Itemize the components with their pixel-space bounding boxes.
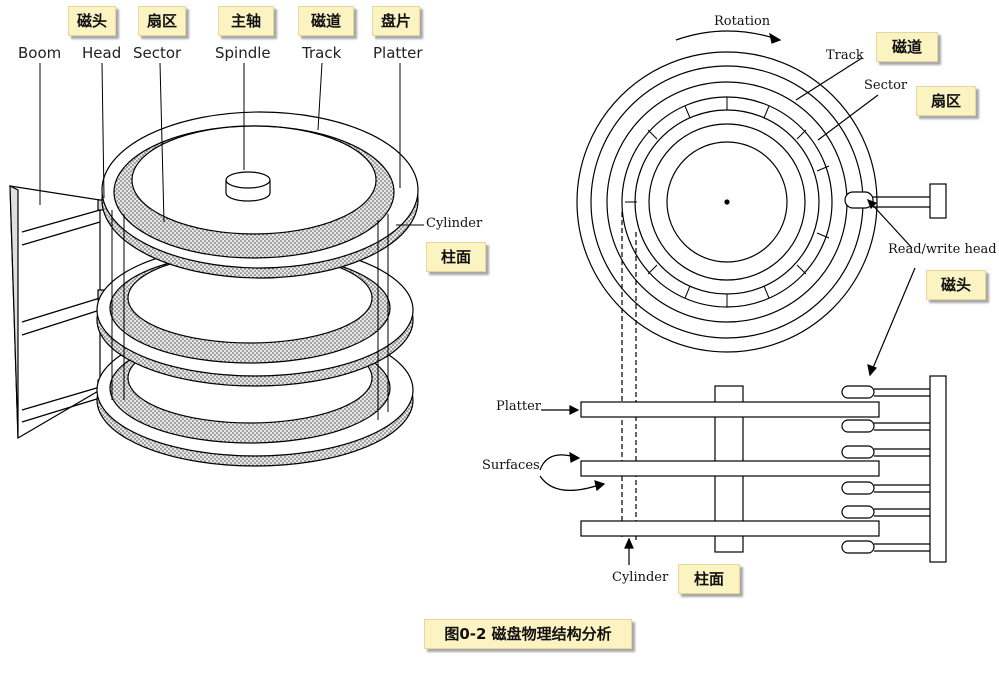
- tag-platter-cn: 盘片: [372, 6, 420, 36]
- figure-caption: 图0-2 磁盘物理结构分析: [424, 619, 632, 649]
- cylinder-lines-3d: [111, 210, 389, 420]
- platter-side-view: [539, 375, 947, 565]
- label-sector: Sector: [133, 44, 182, 62]
- platter-3d-middle: [96, 243, 414, 387]
- label-platter: Platter: [373, 44, 423, 62]
- platter-3d-top: [101, 111, 419, 279]
- tag-cylinder-cn-left: 柱面: [426, 242, 486, 272]
- tag-rw-head-cn: 磁头: [926, 270, 986, 300]
- label-rotation: Rotation: [714, 14, 771, 29]
- tag-track-cn: 磁道: [298, 6, 354, 36]
- tag-spindle-cn: 主轴: [218, 6, 274, 36]
- label-platter-right: Platter: [496, 399, 542, 414]
- label-rw-head: Read/write head: [888, 242, 997, 257]
- tag-head-cn: 磁头: [68, 6, 116, 36]
- label-cylinder-left: Cylinder: [426, 216, 483, 231]
- label-track-right: Track: [826, 48, 864, 63]
- label-cylinder-right: Cylinder: [612, 570, 669, 585]
- label-spindle: Spindle: [215, 44, 271, 62]
- label-head: Head: [82, 44, 122, 62]
- leader-lines-left: [39, 62, 424, 226]
- tag-sector-cn: 扇区: [138, 6, 186, 36]
- label-track: Track: [302, 44, 342, 62]
- label-sector-right: Sector: [864, 78, 908, 93]
- label-surfaces: Surfaces: [482, 458, 540, 473]
- tag-sector-cn-right: 扇区: [916, 86, 976, 116]
- boom-frame: [9, 185, 109, 440]
- tag-track-cn-right: 磁道: [876, 32, 938, 62]
- platter-top-view: [576, 30, 947, 540]
- label-boom: Boom: [18, 44, 62, 62]
- tag-cylinder-cn-right: 柱面: [678, 564, 740, 594]
